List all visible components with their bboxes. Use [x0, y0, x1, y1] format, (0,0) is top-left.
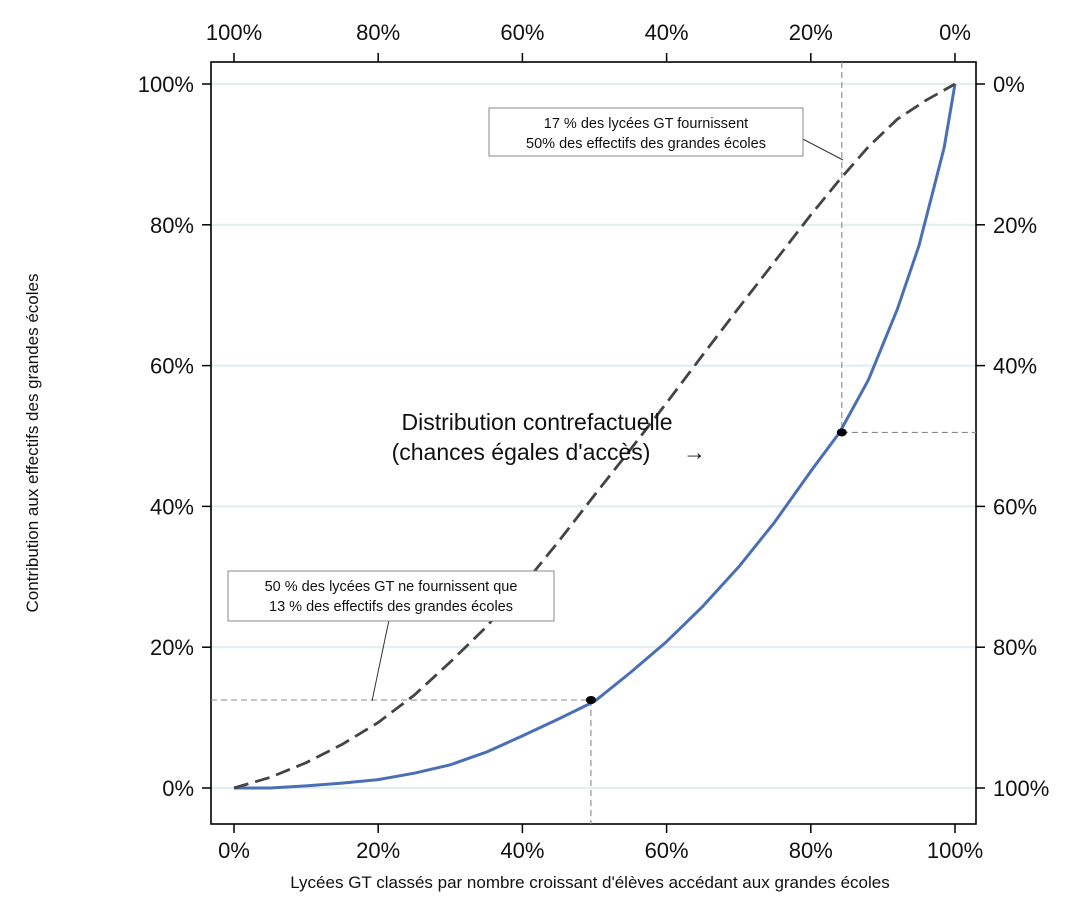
- annotation-bottom-line1: 50 % des lycées GT ne fournissent que: [265, 579, 518, 595]
- annotation-bottom: 50 % des lycées GT ne fournissent que 13…: [227, 570, 555, 702]
- right-tick-label-4: 20%: [993, 213, 1037, 238]
- x-tick-label-1: 20%: [356, 838, 400, 863]
- x-axis-title: Lycées GT classés par nombre croissant d…: [290, 873, 890, 892]
- grid-lines: [211, 82, 976, 790]
- series-label-line1: Distribution contrefactuelle: [401, 409, 672, 435]
- x-tick-label-5: 100%: [927, 838, 983, 863]
- annotation-bottom-line2: 13 % des effectifs des grandes écoles: [269, 599, 513, 615]
- reference-lines: [211, 62, 976, 824]
- annotation-top-box: [488, 107, 804, 157]
- marked-point-1: [836, 428, 847, 437]
- right-tick-label-1: 80%: [993, 635, 1037, 660]
- top-tick-label-0: 100%: [206, 20, 262, 45]
- marked-point-0: [585, 696, 596, 704]
- axis-ticks: 0% 20% 40% 60% 80% 100% 100% 80% 60% 40% 20% 0% 0% 20…: [138, 20, 1050, 863]
- plot-frame: [210, 61, 977, 825]
- x-tick-label-0: 0%: [218, 838, 250, 863]
- top-tick-label-1: 80%: [356, 20, 400, 45]
- marked-points: [585, 428, 847, 704]
- annotation-top: 17 % des lycées GT fournissent 50% des e…: [488, 107, 844, 161]
- x-tick-label-3: 60%: [645, 838, 689, 863]
- y-tick-label-3: 60%: [150, 354, 194, 379]
- annotation-bottom-leader: [371, 619, 390, 702]
- right-tick-label-2: 60%: [993, 494, 1037, 519]
- series-counterfactual-dashed-line: [233, 82, 956, 790]
- right-tick-label-0: 100%: [993, 776, 1049, 801]
- top-tick-label-4: 20%: [789, 20, 833, 45]
- right-tick-label-5: 0%: [993, 72, 1025, 97]
- series-observed-solid-line: [234, 83, 957, 790]
- annotation-bottom-box: [227, 570, 555, 622]
- series-label-arrow: →: [683, 439, 706, 465]
- x-tick-label-4: 80%: [789, 838, 833, 863]
- y-tick-label-5: 100%: [138, 72, 194, 97]
- y-tick-label-0: 0%: [162, 776, 194, 801]
- y-tick-label-2: 40%: [150, 494, 194, 519]
- y-tick-label-4: 80%: [150, 213, 194, 238]
- series-label: Distribution contrefactuelle (chances ég…: [392, 409, 706, 465]
- top-tick-label-5: 0%: [939, 20, 971, 45]
- series: [233, 82, 957, 790]
- annotation-top-leader: [796, 135, 844, 161]
- x-tick-label-2: 40%: [500, 838, 544, 863]
- top-tick-label-2: 60%: [500, 20, 544, 45]
- series-label-line2: (chances égales d'accès): [392, 439, 651, 465]
- y-axis-title: Contribution aux effectifs des grandes é…: [23, 274, 42, 613]
- annotation-top-line2: 50% des effectifs des grandes écoles: [526, 136, 766, 152]
- top-tick-label-3: 40%: [645, 20, 689, 45]
- y-tick-label-1: 20%: [150, 635, 194, 660]
- annotation-top-line1: 17 % des lycées GT fournissent: [544, 116, 748, 132]
- right-tick-label-3: 40%: [993, 354, 1037, 379]
